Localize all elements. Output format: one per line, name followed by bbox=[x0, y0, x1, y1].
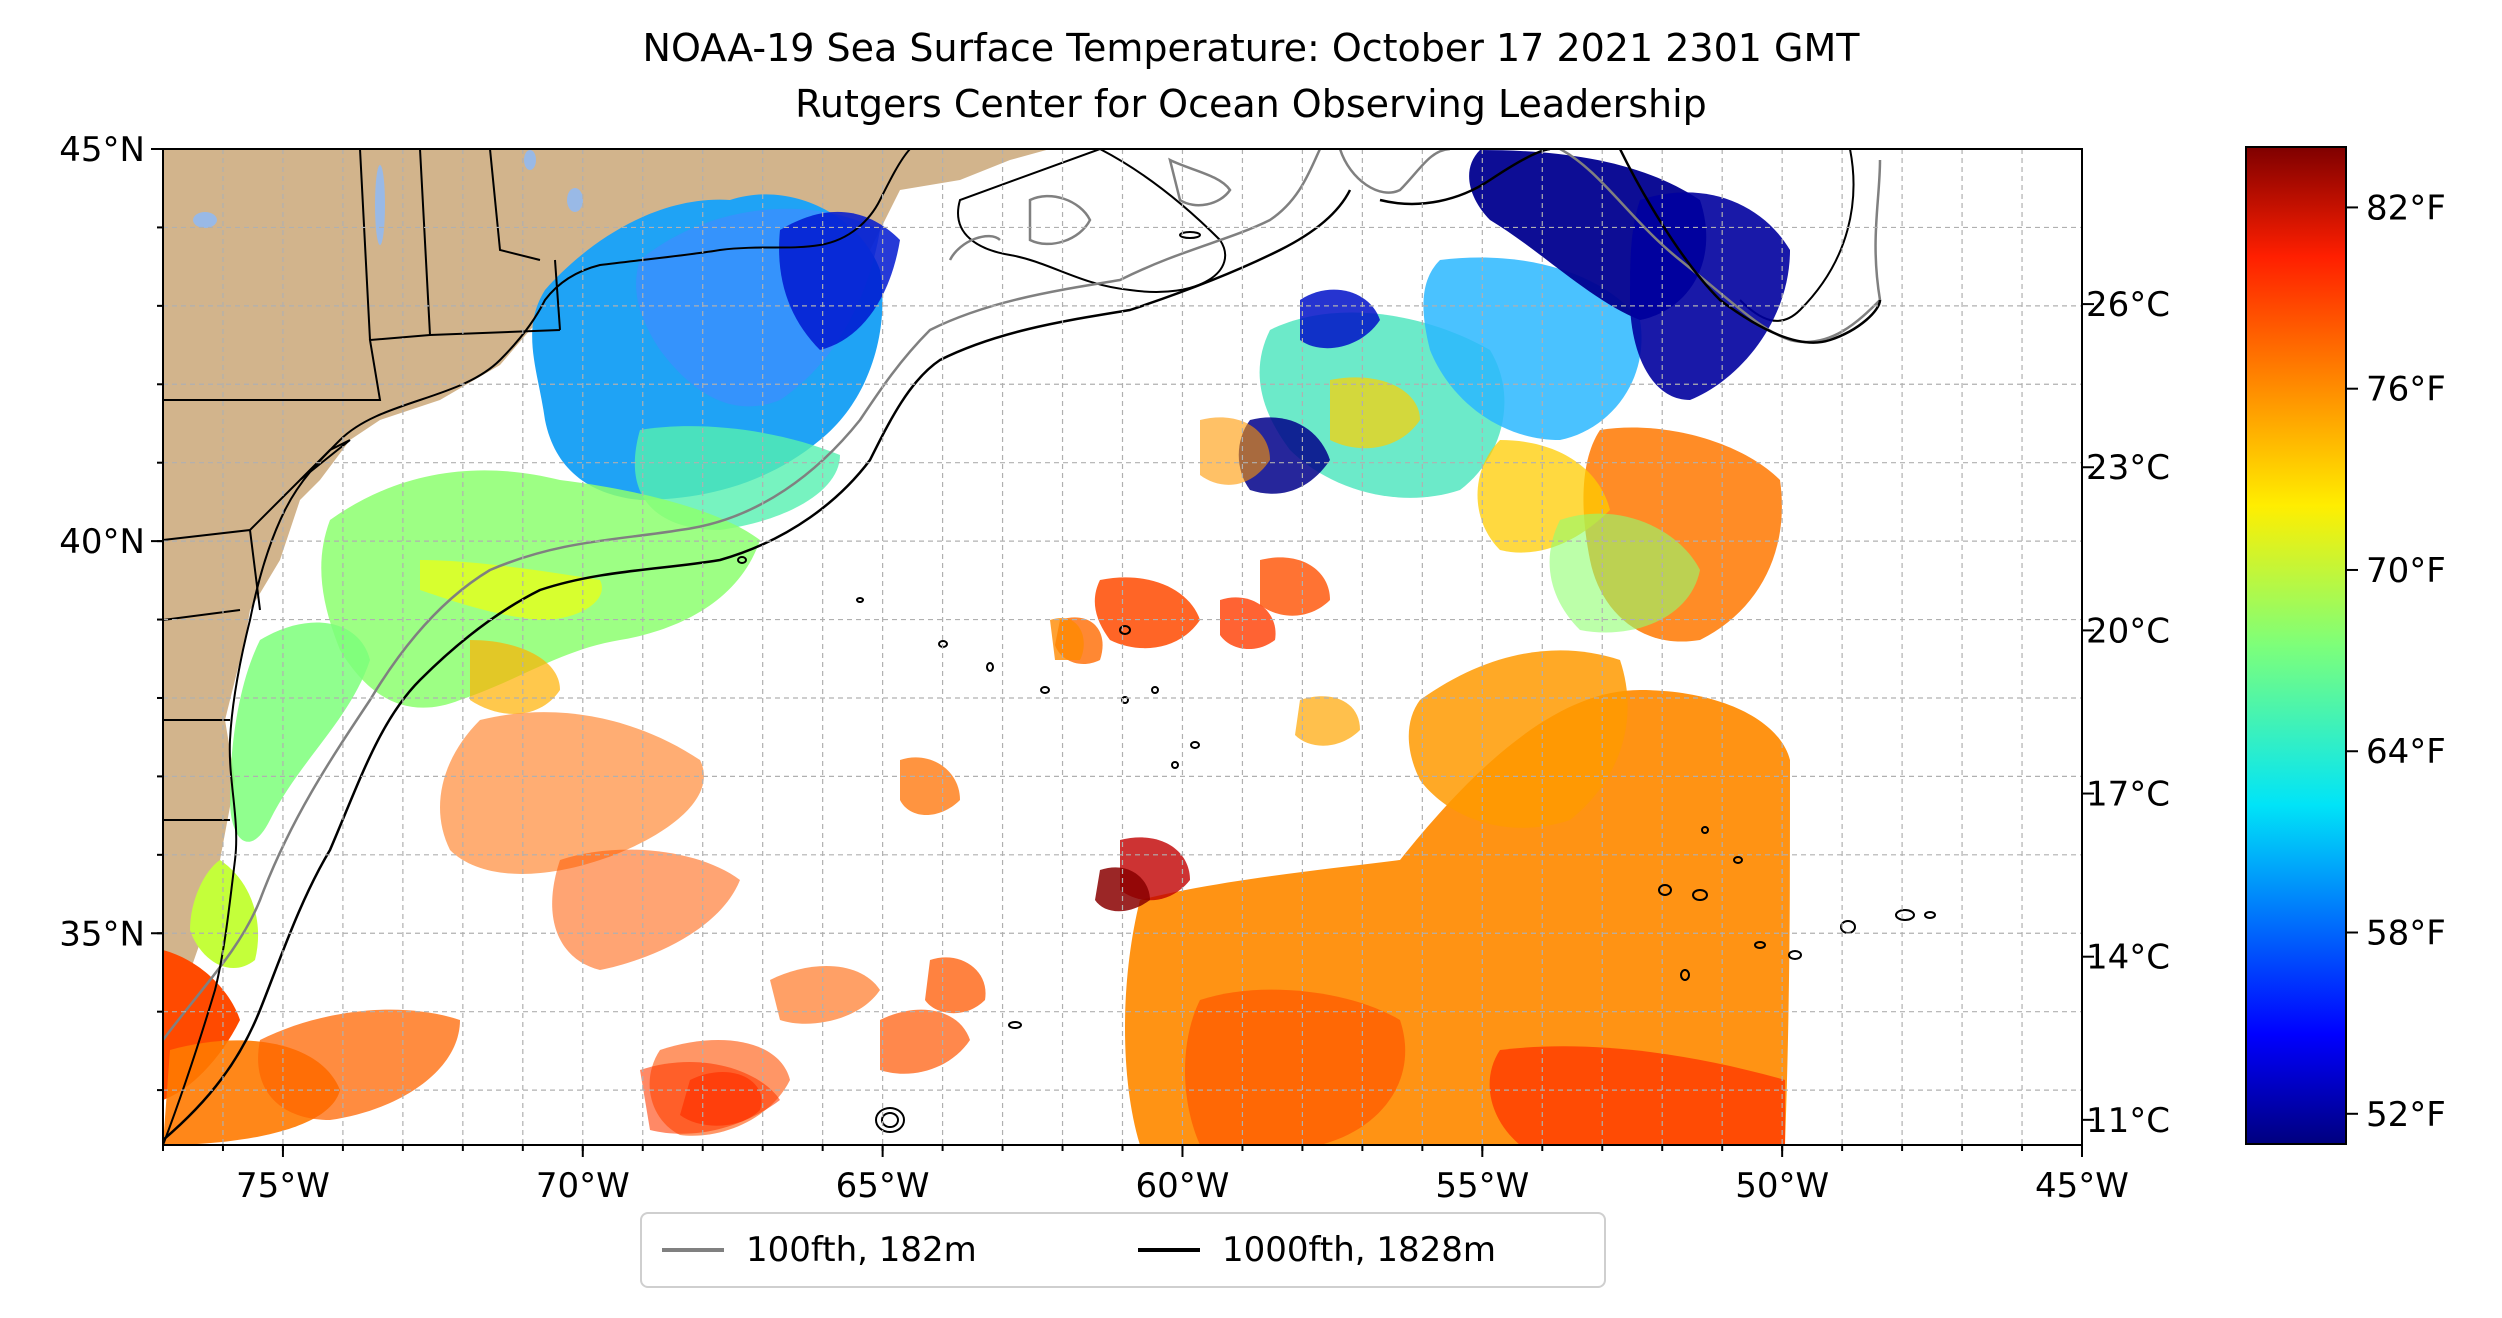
lake bbox=[375, 165, 385, 245]
x-tick-label: 75°W bbox=[236, 1166, 330, 1206]
legend-item-100fth: 100fth, 182m bbox=[662, 1214, 977, 1286]
lake bbox=[567, 188, 583, 212]
colorbar-c-label: 23°C bbox=[2086, 448, 2170, 488]
legend-swatch-100fth bbox=[662, 1248, 724, 1252]
colorbar-fahrenheit-axis: 52°F 58°F 64°F 70°F 76°F 82°F bbox=[2346, 188, 2446, 1135]
lake bbox=[524, 150, 536, 170]
state-boundaries bbox=[163, 149, 561, 821]
colorbar-celsius-axis: 11°C 14°C 17°C 20°C 23°C 26°C bbox=[2082, 285, 2170, 1141]
y-tick-label: 40°N bbox=[59, 522, 145, 562]
colorbar-f-label: 52°F bbox=[2366, 1095, 2446, 1135]
y-tick-label: 45°N bbox=[59, 130, 145, 170]
figure-title: NOAA-19 Sea Surface Temperature: October… bbox=[642, 26, 1860, 70]
legend-item-1000fth: 1000fth, 1828m bbox=[1138, 1214, 1496, 1286]
land-mass bbox=[163, 149, 1050, 1050]
colorbar-c-label: 14°C bbox=[2086, 938, 2170, 978]
nova-scotia-outline bbox=[957, 149, 1227, 293]
colorbar-f-label: 70°F bbox=[2366, 551, 2446, 591]
seamount-contours bbox=[737, 231, 1936, 1133]
colorbar-c-label: 11°C bbox=[2086, 1101, 2170, 1141]
colorbar-f-label: 82°F bbox=[2366, 188, 2446, 228]
x-tick-label: 50°W bbox=[1735, 1166, 1829, 1206]
legend-label-1000fth: 1000fth, 1828m bbox=[1222, 1230, 1497, 1270]
map-content bbox=[163, 149, 1936, 1145]
x-tick-label: 70°W bbox=[536, 1166, 630, 1206]
colorbar-c-label: 26°C bbox=[2086, 285, 2170, 325]
coastline bbox=[163, 149, 911, 1145]
colorbar-c-label: 20°C bbox=[2086, 611, 2170, 651]
legend-swatch-1000fth bbox=[1138, 1248, 1200, 1252]
legend-label-100fth: 100fth, 182m bbox=[746, 1230, 977, 1270]
gridlines bbox=[162, 148, 2083, 1145]
x-tick-label: 55°W bbox=[1435, 1166, 1529, 1206]
lake bbox=[193, 212, 217, 228]
colorbar: 11°C 14°C 17°C 20°C 23°C 26°C 52°F 58°F 64°F 70°… bbox=[2082, 146, 2446, 1145]
colorbar-f-label: 64°F bbox=[2366, 732, 2446, 772]
colorbar-f-label: 58°F bbox=[2366, 914, 2446, 954]
x-axis: 75°W 70°W 65°W 60°W 55°W 50°W 45°W bbox=[162, 1145, 2129, 1206]
colorbar-gradient bbox=[2245, 146, 2347, 1145]
isobath-100fth-line bbox=[948, 157, 1232, 261]
x-tick-label: 45°W bbox=[2035, 1166, 2129, 1206]
y-axis: 45°N 40°N 35°N bbox=[59, 130, 163, 1092]
isobath-legend: 100fth, 182m 1000fth, 1828m bbox=[640, 1212, 1606, 1288]
y-tick-label: 35°N bbox=[59, 914, 145, 954]
isobath-1000fth-line bbox=[163, 149, 1882, 1141]
figure-subtitle: Rutgers Center for Ocean Observing Leade… bbox=[795, 82, 1707, 126]
colorbar-c-label: 17°C bbox=[2086, 775, 2170, 815]
colorbar-f-label: 76°F bbox=[2366, 370, 2446, 410]
x-tick-label: 60°W bbox=[1136, 1166, 1230, 1206]
x-tick-label: 65°W bbox=[836, 1166, 930, 1206]
